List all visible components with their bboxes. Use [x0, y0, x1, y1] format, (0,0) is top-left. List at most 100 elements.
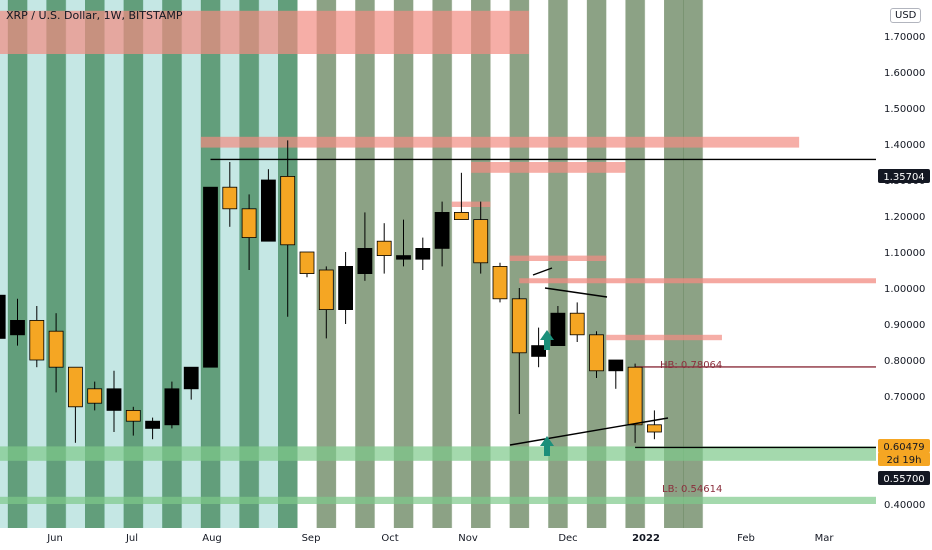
price-zone: [606, 334, 722, 341]
x-tick-label: Aug: [202, 533, 222, 544]
background-band: [7, 0, 28, 528]
background-band: [123, 0, 144, 528]
candle-body: [87, 388, 103, 404]
currency-button[interactable]: USD: [890, 8, 922, 23]
x-tick-label: Oct: [381, 533, 398, 544]
y-tick-label: 1.60000: [884, 68, 925, 79]
x-tick-label: Nov: [458, 533, 478, 544]
background-band: [220, 0, 240, 528]
candle-body: [357, 247, 373, 274]
candle-body: [434, 211, 450, 249]
candle-body: [376, 240, 392, 256]
background-band: [683, 0, 704, 528]
price-axis: [876, 0, 932, 550]
y-tick-label: 0.40000: [884, 500, 925, 511]
candle-body: [29, 319, 45, 361]
time-axis: [0, 528, 876, 550]
y-tick-label: 1.70000: [884, 32, 925, 43]
candle-body: [473, 219, 489, 264]
y-tick-label: 1.40000: [884, 140, 925, 151]
background-band: [799, 0, 819, 528]
background-band: [664, 0, 684, 528]
background-band: [567, 0, 588, 528]
candle-body: [10, 319, 25, 336]
price-zone: [471, 162, 626, 173]
background-band: [258, 0, 279, 528]
background-band: [528, 0, 549, 528]
price-label-text: 2d 19h: [887, 455, 922, 466]
candle-body: [125, 409, 141, 422]
x-tick-label: 2022: [632, 533, 660, 544]
candle-body: [183, 366, 199, 390]
price-zone: [509, 255, 607, 261]
candle-body: [299, 251, 315, 275]
x-tick-label: Jul: [125, 533, 138, 544]
candle-body: [396, 255, 411, 260]
price-zone: [0, 446, 896, 461]
background-band: [586, 0, 607, 528]
price-label-text: 0.55700: [883, 474, 924, 485]
background-band: [46, 0, 67, 528]
background-band: [721, 0, 742, 528]
background-band: [644, 0, 665, 528]
candle-body: [415, 247, 431, 260]
candle-body: [260, 179, 276, 242]
background-band: [181, 0, 202, 528]
candle-body: [608, 359, 624, 372]
candle-body: [48, 330, 64, 368]
x-tick-label: Sep: [302, 533, 321, 544]
candle-body: [453, 211, 469, 220]
candle-body: [511, 298, 527, 354]
background-band: [702, 0, 723, 528]
background-band: [548, 0, 569, 528]
price-label-text: 0.60479: [883, 442, 924, 453]
level-annotation: HB: 0.78064: [660, 360, 722, 371]
candle-body: [318, 269, 334, 310]
price-zone: [451, 201, 491, 207]
price-label-text: 1.35704: [883, 172, 924, 183]
background-band: [451, 0, 472, 528]
x-tick-label: Jun: [46, 533, 63, 544]
x-tick-label: Dec: [558, 533, 577, 544]
candle-body: [145, 420, 161, 429]
background-band: [606, 0, 626, 528]
price-label-box: [878, 169, 930, 183]
level-annotation: LB: 0.54614: [662, 484, 722, 495]
price-zone: [0, 496, 896, 504]
price-zone: [0, 10, 529, 55]
trend-line: [544, 287, 608, 298]
background-band: [509, 0, 530, 528]
candle-body: [164, 388, 180, 426]
background-band: [818, 0, 839, 528]
price-label-box: [878, 439, 930, 453]
y-tick-label: 0.70000: [884, 392, 925, 403]
background-band: [837, 0, 858, 528]
y-tick-label: 1.50000: [884, 104, 925, 115]
background-band: [0, 0, 9, 528]
candle-body: [531, 345, 546, 357]
y-tick-label: 0.90000: [884, 320, 925, 331]
candle-body: [569, 312, 585, 336]
candle-body: [550, 312, 566, 347]
candle-body: [241, 208, 257, 239]
y-tick-label: 1.20000: [884, 212, 925, 223]
x-tick-label: Mar: [815, 533, 835, 544]
candle-body: [492, 265, 508, 300]
candle-body: [68, 366, 83, 408]
background-band: [779, 0, 800, 528]
background-band: [142, 0, 163, 528]
candle-body: [203, 186, 218, 368]
price-zone: [200, 136, 800, 148]
arrow-up-icon: [540, 330, 554, 350]
background-band: [27, 0, 47, 528]
arrow-up-icon: [540, 436, 554, 456]
price-label-box: [878, 452, 930, 466]
background-band: [760, 0, 781, 528]
price-label-box: [878, 471, 930, 485]
candle-body: [647, 424, 662, 433]
background-band: [857, 0, 877, 528]
candle-body: [589, 334, 604, 372]
chart-title: XRP / U.S. Dollar, 1W, BITSTAMP: [6, 9, 183, 22]
